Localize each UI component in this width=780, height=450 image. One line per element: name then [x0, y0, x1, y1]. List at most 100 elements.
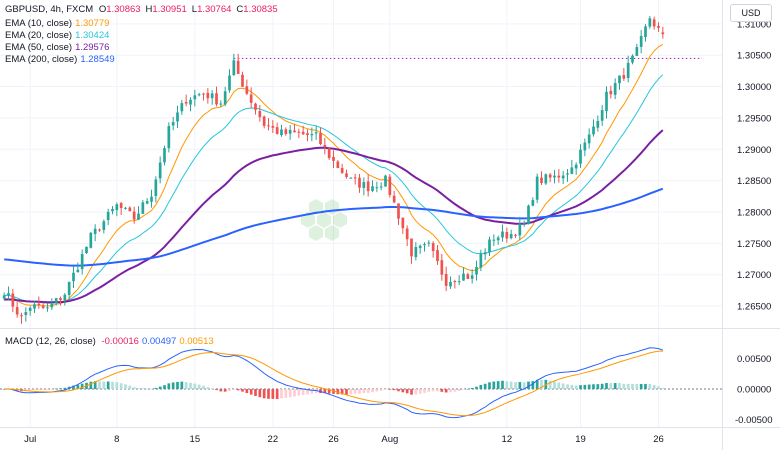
macd-value: -0.00016	[101, 336, 139, 347]
candle	[72, 265, 75, 289]
candle	[314, 125, 318, 140]
candle	[67, 281, 71, 301]
candle	[37, 296, 41, 309]
macd-histogram-bar	[462, 389, 465, 390]
candle	[518, 216, 522, 241]
candle-body	[98, 229, 101, 231]
macd-histogram-bar	[652, 385, 656, 390]
candle	[232, 53, 236, 76]
candle	[462, 267, 465, 281]
candle-body	[457, 281, 461, 283]
watermark-hex	[325, 199, 339, 215]
candle-body	[440, 260, 444, 275]
candle	[98, 228, 101, 232]
candle	[444, 266, 448, 292]
macd-histogram-bar	[119, 383, 123, 390]
candle-body	[631, 55, 634, 63]
candle-body	[600, 110, 604, 121]
macd-histogram-bar	[102, 381, 106, 390]
candle	[106, 208, 110, 226]
candle	[167, 122, 171, 153]
candle	[639, 30, 643, 54]
candle-body	[76, 269, 80, 273]
macd-histogram-bar	[336, 389, 340, 395]
indicator-legend: EMA (10, close) 1.30779 EMA (20, close) 1.3…	[5, 18, 118, 66]
indicator-row[interactable]: EMA (20, close) 1.30424	[5, 30, 118, 42]
candle-body	[54, 298, 58, 304]
candle-body	[280, 129, 283, 136]
candle	[618, 75, 621, 90]
candle-body	[141, 202, 145, 214]
price-tick-label: 1.27000	[737, 270, 771, 281]
candle	[28, 306, 32, 316]
candle-body	[215, 93, 218, 105]
candle	[306, 129, 309, 142]
macd-histogram-bar	[206, 387, 210, 390]
candle-body	[613, 83, 617, 95]
candle	[33, 300, 36, 313]
currency-button[interactable]: USD	[730, 4, 772, 22]
candle	[293, 123, 296, 133]
time-tick-label: 19	[575, 434, 586, 445]
macd-histogram-bar	[310, 389, 314, 394]
candle-body	[384, 175, 387, 187]
candle-body	[639, 35, 643, 47]
macd-histogram-bar	[557, 382, 561, 390]
candle	[566, 168, 569, 182]
candle-body	[197, 94, 201, 96]
candle	[258, 104, 262, 122]
macd-histogram-bar	[410, 389, 413, 395]
candle	[414, 242, 418, 261]
macd-histogram-bar	[340, 389, 344, 395]
candle	[384, 174, 387, 187]
time-tick-label: Aug	[381, 434, 398, 445]
macd-histogram-bar	[505, 381, 509, 390]
candle	[613, 78, 617, 100]
macd-histogram-bar	[592, 384, 595, 390]
candle-body	[297, 131, 301, 133]
macd-histogram-bar	[223, 389, 227, 392]
macd-histogram-bar	[189, 382, 192, 390]
candle	[202, 92, 205, 101]
indicator-row[interactable]: EMA (50, close) 1.29576	[5, 42, 118, 54]
candle	[527, 204, 530, 225]
macd-histogram-bar	[479, 384, 483, 390]
candle-body	[167, 126, 171, 149]
macd-histogram-bar	[46, 389, 49, 390]
candle	[59, 296, 62, 306]
macd-histogram-bar	[362, 389, 366, 394]
watermark-hex	[317, 212, 331, 228]
time-tick-label: 8	[114, 434, 119, 445]
candle-body	[267, 125, 270, 127]
macd-histogram-bar	[613, 383, 617, 390]
candle-body	[72, 272, 75, 282]
macd-value: 0.00513	[179, 336, 214, 347]
candle-body	[644, 26, 647, 38]
macd-histogram-bar	[210, 388, 214, 390]
indicator-row[interactable]: EMA (10, close) 1.30779	[5, 18, 118, 30]
candle-body	[423, 244, 426, 246]
macd-histogram-bar	[661, 388, 665, 390]
indicator-row[interactable]: EMA (200, close) 1.28549	[5, 54, 118, 66]
macd-histogram-bar	[150, 388, 153, 390]
macd-histogram-bar	[527, 381, 530, 390]
candle-body	[661, 32, 665, 35]
candle-body	[405, 228, 409, 240]
candle	[648, 15, 652, 29]
macd-tick-label: 0.00000	[737, 385, 771, 396]
macd-histogram-bar	[137, 388, 140, 390]
candle-body	[223, 91, 227, 105]
price-tick-label: 1.30500	[737, 51, 771, 62]
candle	[622, 67, 626, 81]
candle	[661, 26, 665, 39]
candle-body	[202, 93, 205, 95]
candle-body	[85, 246, 88, 254]
ema-10-line	[4, 44, 664, 307]
candle	[20, 312, 23, 324]
candle-body	[622, 75, 626, 79]
candle	[449, 276, 452, 289]
candle-body	[206, 92, 210, 99]
candle	[210, 90, 214, 105]
candle-body	[427, 242, 431, 244]
